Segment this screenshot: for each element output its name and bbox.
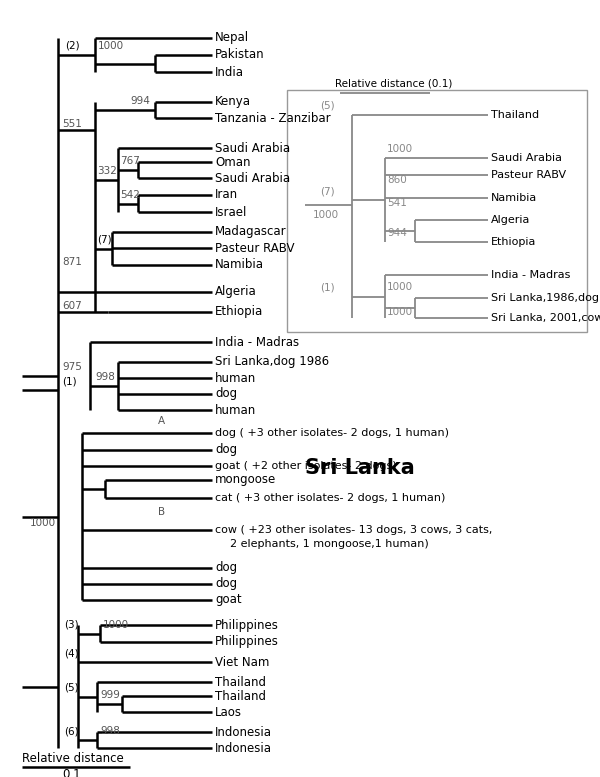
Text: Oman: Oman <box>215 155 251 169</box>
Text: dog: dog <box>215 562 237 574</box>
Text: Algeria: Algeria <box>491 215 530 225</box>
Text: Pasteur RABV: Pasteur RABV <box>491 170 566 180</box>
Text: 2 elephants, 1 mongoose,1 human): 2 elephants, 1 mongoose,1 human) <box>230 539 429 549</box>
Text: 1000: 1000 <box>98 41 124 51</box>
Text: 1000: 1000 <box>30 517 56 528</box>
Text: 767: 767 <box>120 156 140 166</box>
Text: B: B <box>158 507 165 517</box>
Text: (4): (4) <box>64 648 79 658</box>
Text: Sri Lanka,dog 1986: Sri Lanka,dog 1986 <box>215 356 329 368</box>
Text: India - Madras: India - Madras <box>215 336 299 349</box>
Text: 1000: 1000 <box>387 307 413 317</box>
Text: A: A <box>158 416 165 426</box>
Text: dog: dog <box>215 444 237 457</box>
Text: Iran: Iran <box>215 189 238 201</box>
Text: 998: 998 <box>100 726 120 736</box>
Text: (1): (1) <box>62 376 77 386</box>
Text: 975: 975 <box>62 362 82 372</box>
Text: Relative distance (0.1): Relative distance (0.1) <box>335 79 452 89</box>
Text: human: human <box>215 403 256 416</box>
Bar <box>287 90 587 332</box>
Text: Tanzania - Zanzibar: Tanzania - Zanzibar <box>215 112 331 124</box>
Text: 994: 994 <box>130 96 150 106</box>
Text: human: human <box>215 371 256 385</box>
Text: Philippines: Philippines <box>215 618 279 632</box>
Text: India: India <box>215 65 244 78</box>
Text: goat: goat <box>215 594 242 607</box>
Text: Algeria: Algeria <box>215 285 257 298</box>
Text: Ethiopia: Ethiopia <box>215 305 263 319</box>
Text: cow ( +23 other isolates- 13 dogs, 3 cows, 3 cats,: cow ( +23 other isolates- 13 dogs, 3 cow… <box>215 525 493 535</box>
Text: dog: dog <box>215 577 237 591</box>
Text: dog: dog <box>215 388 237 400</box>
Text: 1000: 1000 <box>387 283 413 292</box>
Text: 944: 944 <box>387 228 407 238</box>
Text: (5): (5) <box>320 101 335 111</box>
Text: Madagascar: Madagascar <box>215 225 287 239</box>
Text: mongoose: mongoose <box>215 473 276 486</box>
Text: Indonesia: Indonesia <box>215 741 272 754</box>
Text: 871: 871 <box>62 257 82 267</box>
Text: (6): (6) <box>64 726 79 736</box>
Text: Kenya: Kenya <box>215 96 251 109</box>
Text: Sri Lanka: Sri Lanka <box>305 458 415 478</box>
Text: (3): (3) <box>64 619 79 629</box>
Text: 999: 999 <box>100 690 120 700</box>
Text: Namibia: Namibia <box>215 259 264 271</box>
Text: dog ( +3 other isolates- 2 dogs, 1 human): dog ( +3 other isolates- 2 dogs, 1 human… <box>215 428 449 438</box>
Text: 607: 607 <box>62 301 82 311</box>
Text: Saudi Arabia: Saudi Arabia <box>215 172 290 184</box>
Text: (7): (7) <box>320 186 335 196</box>
Text: 0.1: 0.1 <box>62 768 80 777</box>
Text: (2): (2) <box>65 41 80 51</box>
Text: 860: 860 <box>387 175 407 185</box>
Text: Nepal: Nepal <box>215 32 249 44</box>
Text: Israel: Israel <box>215 205 247 218</box>
Text: Sri Lanka, 2001,cow: Sri Lanka, 2001,cow <box>491 313 600 323</box>
Text: Thailand: Thailand <box>491 110 539 120</box>
Text: Viet Nam: Viet Nam <box>215 656 269 668</box>
Text: Indonesia: Indonesia <box>215 726 272 738</box>
Text: 1000: 1000 <box>313 210 339 220</box>
Text: Saudi Arabia: Saudi Arabia <box>491 153 562 163</box>
Text: India - Madras: India - Madras <box>491 270 571 280</box>
Text: (5): (5) <box>64 683 79 693</box>
Text: Pasteur RABV: Pasteur RABV <box>215 242 295 255</box>
Text: Sri Lanka,1986,dog: Sri Lanka,1986,dog <box>491 293 599 303</box>
Text: 1000: 1000 <box>387 144 413 154</box>
Text: Thailand: Thailand <box>215 689 266 702</box>
Text: Relative distance: Relative distance <box>22 751 124 765</box>
Text: 332: 332 <box>97 166 117 176</box>
Text: Namibia: Namibia <box>491 193 537 203</box>
Text: (1): (1) <box>320 283 335 292</box>
Text: cat ( +3 other isolates- 2 dogs, 1 human): cat ( +3 other isolates- 2 dogs, 1 human… <box>215 493 445 503</box>
Text: Ethiopia: Ethiopia <box>491 237 536 247</box>
Text: Laos: Laos <box>215 706 242 719</box>
Text: 1000: 1000 <box>103 619 129 629</box>
Text: Saudi Arabia: Saudi Arabia <box>215 141 290 155</box>
Text: 551: 551 <box>62 119 82 129</box>
Text: 541: 541 <box>387 198 407 208</box>
Text: Pakistan: Pakistan <box>215 48 265 61</box>
Text: (7): (7) <box>97 235 112 245</box>
Text: Thailand: Thailand <box>215 675 266 688</box>
Text: goat ( +2 other isolates- 2 dogs): goat ( +2 other isolates- 2 dogs) <box>215 461 397 471</box>
Text: 998: 998 <box>95 372 115 382</box>
Text: Philippines: Philippines <box>215 636 279 649</box>
Text: 542: 542 <box>120 190 140 200</box>
